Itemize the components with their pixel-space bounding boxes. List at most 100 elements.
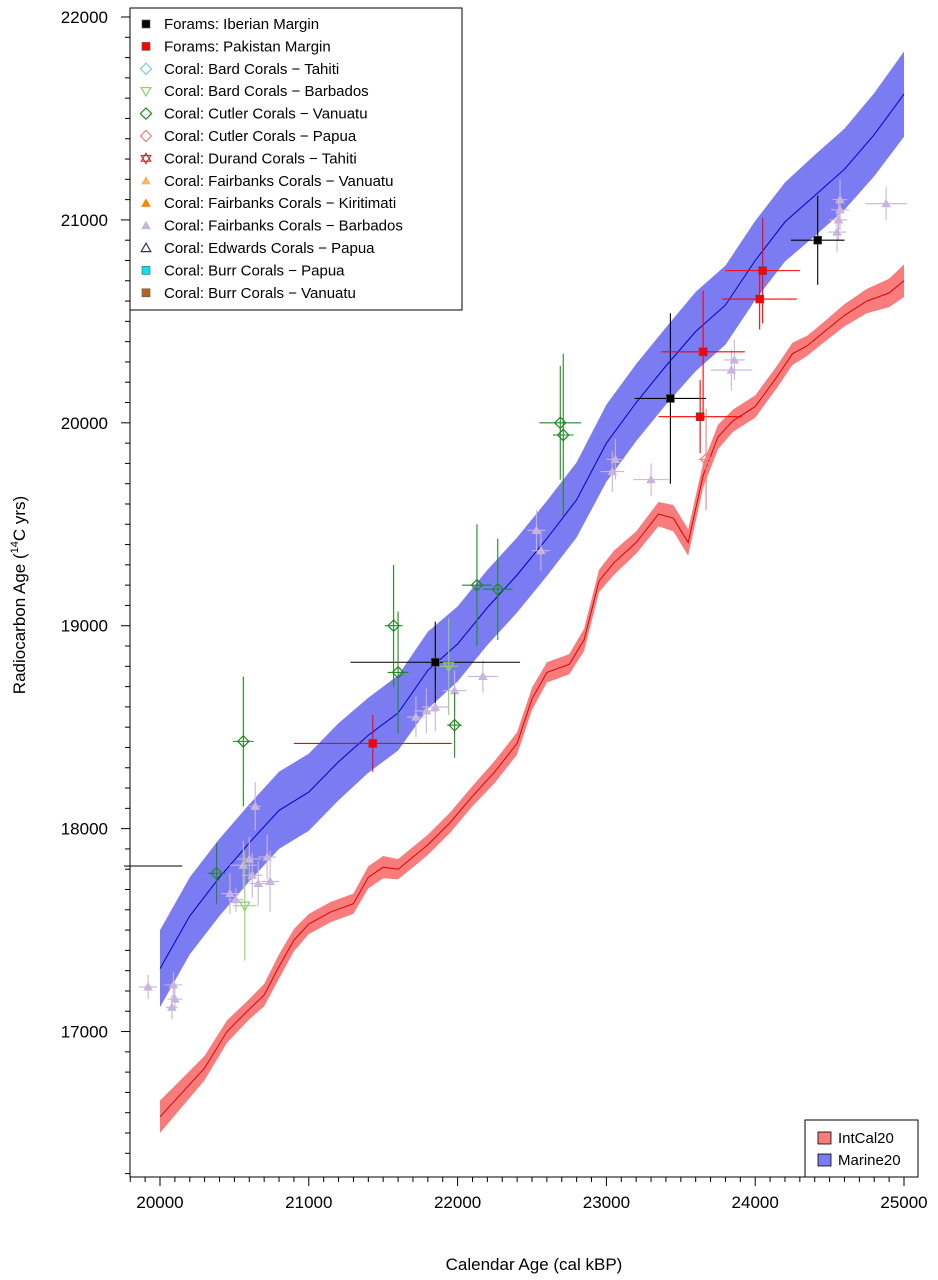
data-point — [232, 676, 254, 807]
data-point — [414, 688, 439, 734]
point-marker — [236, 734, 250, 748]
data-point — [164, 972, 183, 998]
point-marker — [491, 582, 505, 596]
data-point — [350, 621, 521, 703]
series-forams-pakistan-margin — [293, 217, 800, 772]
data-point — [207, 842, 226, 904]
legend-label: Coral: Fairbanks Corals − Vanuatu — [164, 173, 393, 190]
curve-legend-swatch — [817, 1153, 832, 1167]
point-marker — [253, 878, 264, 888]
legend-entry: Coral: Burr Corals − Papua — [141, 262, 345, 279]
point-marker — [170, 994, 180, 1003]
y-axis-ticks: 17000 18000 19000 20000 21000 22000 — [61, 8, 130, 1175]
calibration-curves — [159, 51, 905, 1133]
legend-marker — [141, 288, 151, 298]
point-marker — [666, 394, 675, 403]
legend-label: Coral: Bard Corals − Tahiti — [164, 61, 339, 78]
y-tick-label: 21000 — [61, 211, 108, 230]
data-point — [661, 290, 745, 413]
legend-marker — [139, 107, 153, 121]
legend-entry: Coral: Cutler Corals − Vanuatu — [139, 106, 368, 123]
legend-label: Coral: Cutler Corals − Vanuatu — [164, 106, 368, 123]
legend-marker — [139, 62, 153, 76]
point-marker — [449, 685, 460, 695]
curve-legend-entry: IntCal20 — [817, 1130, 894, 1147]
point-marker — [755, 294, 764, 304]
legend-entry: Coral: Fairbanks Corals − Barbados — [141, 218, 403, 235]
y-tick-label: 22000 — [61, 8, 108, 27]
curve-legend-label: IntCal20 — [838, 1130, 894, 1147]
legend-marker — [140, 152, 152, 165]
legend-label: Coral: Burr Corals − Papua — [164, 262, 345, 279]
data-point — [258, 834, 277, 880]
point-marker — [531, 525, 542, 534]
point-marker — [646, 474, 656, 484]
point-marker — [699, 452, 713, 466]
intcal20-curve — [159, 280, 905, 1118]
x-tick-label: 25000 — [880, 1193, 927, 1212]
x-tick-label: 20000 — [136, 1193, 183, 1212]
marine20-band — [160, 51, 904, 1008]
legend-label: Coral: Edwards Corals − Papua — [164, 240, 375, 257]
data-point — [384, 564, 403, 687]
point-marker — [758, 266, 767, 275]
data-point — [482, 538, 513, 640]
curve-legend-entry: Marine20 — [817, 1152, 901, 1169]
data-point — [407, 696, 425, 738]
point-marker — [607, 466, 618, 476]
data-point — [710, 349, 753, 391]
series-coral-bard-corals-barbados — [232, 617, 458, 961]
data-point — [722, 268, 797, 330]
data-point — [232, 850, 257, 961]
series-coral-cutler-corals-papua — [698, 408, 714, 511]
data-point — [790, 195, 845, 285]
legend-marker — [140, 86, 152, 98]
legend-marker — [141, 176, 151, 185]
legend-marker — [140, 241, 152, 253]
point-marker — [556, 428, 570, 442]
data-point — [527, 510, 546, 551]
y-tick-label: 17000 — [61, 1023, 108, 1042]
point-marker — [244, 854, 255, 863]
data-point — [829, 199, 848, 241]
point-marker — [262, 852, 272, 861]
point-marker — [247, 870, 258, 879]
data-point — [293, 715, 452, 772]
legend-entry: Coral: Fairbanks Corals − Kiritimati — [141, 195, 396, 212]
curve-legend-box — [804, 1119, 919, 1178]
point-marker — [695, 412, 705, 422]
data-point — [832, 179, 848, 220]
point-marker — [726, 365, 737, 374]
point-marker — [832, 227, 842, 236]
point-marker — [250, 801, 261, 810]
legend-entry: Coral: Burr Corals − Vanuatu — [141, 285, 356, 302]
x-tick-label: 21000 — [285, 1193, 332, 1212]
legend-marker — [141, 198, 151, 207]
point-marker — [430, 702, 441, 711]
data-point — [658, 380, 742, 454]
x-tick-label: 23000 — [583, 1193, 630, 1212]
legend-marker — [139, 129, 153, 143]
legend-entry: Coral: Durand Corals − Tahiti — [140, 150, 357, 167]
point-marker — [833, 215, 844, 224]
x-tick-label: 22000 — [434, 1193, 481, 1212]
legend-label: Forams: Iberian Margin — [164, 16, 319, 33]
data-points — [139, 179, 907, 1020]
legend-marker — [141, 42, 151, 51]
point-marker — [265, 876, 275, 885]
legend-entry: Coral: Cutler Corals − Papua — [139, 128, 357, 145]
data-point — [139, 974, 158, 1000]
y-tick-label: 20000 — [61, 414, 108, 433]
legend-box — [129, 7, 463, 311]
data-point — [865, 187, 907, 220]
point-marker — [813, 235, 822, 245]
data-point — [261, 850, 280, 912]
data-point — [387, 611, 409, 734]
legend-label: Coral: Bard Corals − Barbados — [164, 83, 369, 100]
point-marker — [442, 662, 455, 673]
marine20-curve — [159, 93, 905, 969]
point-marker — [729, 355, 740, 364]
data-point — [249, 781, 262, 831]
point-marker — [698, 347, 708, 357]
